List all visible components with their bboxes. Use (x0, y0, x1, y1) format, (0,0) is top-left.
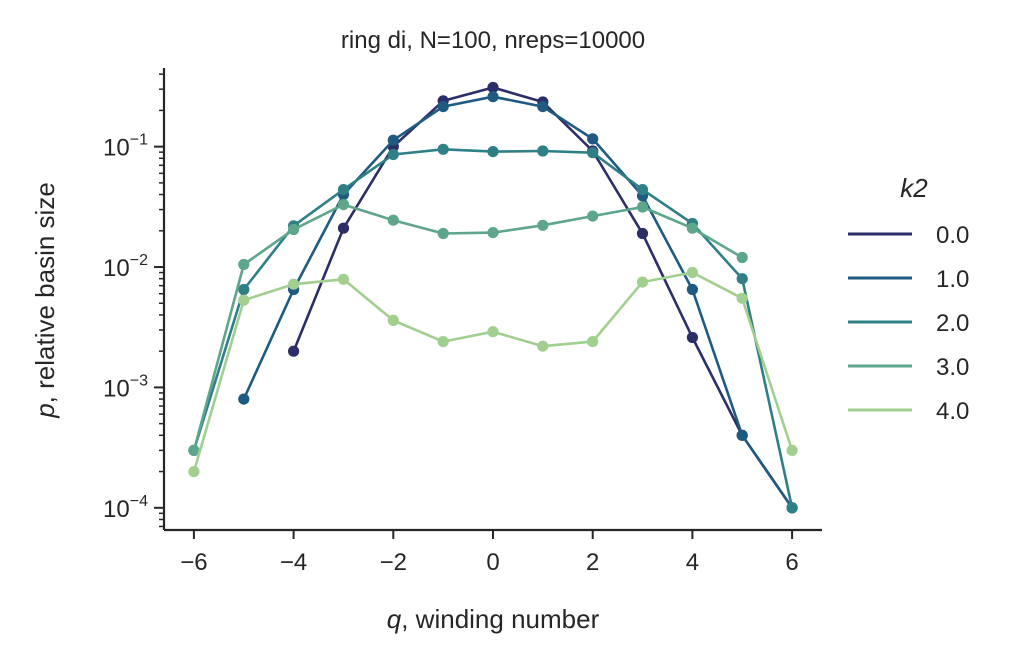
series-1.0 (238, 91, 798, 514)
data-point (786, 502, 798, 514)
data-point (537, 145, 549, 157)
chart-title: ring di, N=100, nreps=10000 (341, 27, 645, 54)
data-point (188, 444, 200, 456)
data-point (337, 184, 350, 196)
series-line (192, 203, 743, 451)
data-point (587, 210, 599, 222)
x-tick-label: 6 (785, 549, 798, 576)
data-point (786, 444, 798, 456)
data-point (537, 340, 549, 352)
data-point (238, 283, 250, 296)
legend-entries: 0.0 1.0 2.0 3.0 4.0 (848, 222, 969, 425)
series-line (242, 95, 794, 509)
data-point (537, 101, 549, 113)
y-tick-label-base: 10 (103, 496, 130, 523)
x-tick-label: 4 (686, 549, 699, 576)
x-tick-label: 0 (486, 549, 499, 576)
plot-series (188, 81, 798, 514)
legend-label: 4.0 (936, 398, 969, 425)
y-tick-label-base: 10 (103, 375, 130, 402)
x-tick-label: −4 (280, 549, 307, 576)
data-point (736, 429, 748, 441)
series-3.0 (188, 199, 748, 456)
data-point (487, 146, 499, 158)
y-tick-label-exponent: −3 (130, 372, 148, 389)
legend-label: 2.0 (936, 310, 969, 337)
data-point (736, 292, 748, 304)
data-point (636, 184, 649, 196)
y-axis: 10−410−310−210−1 (103, 68, 166, 530)
y-tick-label: 10−4 (103, 493, 148, 523)
data-point (238, 258, 250, 271)
data-point (238, 393, 250, 405)
data-point (387, 148, 399, 161)
data-point (337, 273, 350, 285)
series-line (192, 271, 794, 472)
data-point (288, 345, 300, 357)
data-point (337, 199, 350, 211)
data-point (487, 326, 499, 338)
legend-label: 3.0 (936, 354, 969, 381)
x-tick-label: −2 (380, 549, 407, 576)
legend-entry: 1.0 (848, 266, 969, 293)
legend-entry: 0.0 (848, 222, 969, 249)
data-point (188, 466, 200, 478)
y-tick-label-exponent: −1 (130, 132, 148, 149)
y-tick-label-base: 10 (103, 135, 130, 162)
data-point (387, 134, 399, 146)
data-point (387, 314, 399, 326)
y-axis-label-text: , relative basin size (30, 182, 60, 403)
data-point (736, 251, 748, 264)
data-point (537, 219, 549, 231)
data-point (437, 336, 449, 348)
y-tick-label: 10−1 (103, 132, 148, 162)
data-point (686, 283, 699, 296)
x-axis-label: q, winding number (387, 604, 600, 634)
y-axis-label: p, relative basin size (30, 182, 60, 419)
legend-label: 0.0 (936, 222, 969, 249)
data-point (686, 222, 699, 234)
data-point (686, 266, 699, 279)
y-tick-label: 10−3 (103, 372, 148, 402)
legend: k2 0.0 1.0 2.0 3.0 4.0 (848, 173, 969, 425)
data-point (587, 336, 599, 348)
data-point (587, 133, 599, 145)
y-tick-label: 10−2 (103, 252, 148, 282)
data-point (636, 227, 649, 240)
legend-entry: 4.0 (848, 398, 969, 425)
data-point (636, 276, 649, 288)
series-4.0 (188, 266, 798, 478)
y-tick-label-base: 10 (103, 255, 130, 282)
data-point (288, 223, 300, 236)
data-point (487, 81, 499, 94)
x-axis-label-text: , winding number (401, 604, 599, 634)
data-point (736, 273, 748, 285)
y-axis-label-variable: p (30, 403, 60, 418)
legend-entry: 3.0 (848, 354, 969, 381)
data-point (686, 331, 699, 344)
legend-title: k2 (900, 173, 928, 203)
legend-entry: 2.0 (848, 310, 969, 337)
data-point (437, 101, 449, 113)
y-tick-label-exponent: −4 (130, 493, 148, 510)
data-point (437, 143, 449, 155)
data-point (587, 147, 599, 159)
y-tick-label-exponent: −2 (130, 252, 148, 269)
legend-label: 1.0 (936, 266, 969, 293)
data-point (238, 294, 250, 306)
data-point (487, 227, 499, 239)
x-axis: −6 −4 −2 0 2 4 6 (164, 528, 822, 576)
x-tick-label: −6 (180, 549, 207, 576)
data-point (337, 222, 350, 234)
x-tick-label: 2 (586, 549, 599, 576)
data-point (636, 201, 649, 213)
data-point (487, 91, 499, 103)
data-point (288, 278, 300, 290)
data-point (387, 214, 399, 226)
data-point (437, 227, 449, 240)
x-axis-label-variable: q (387, 604, 402, 634)
